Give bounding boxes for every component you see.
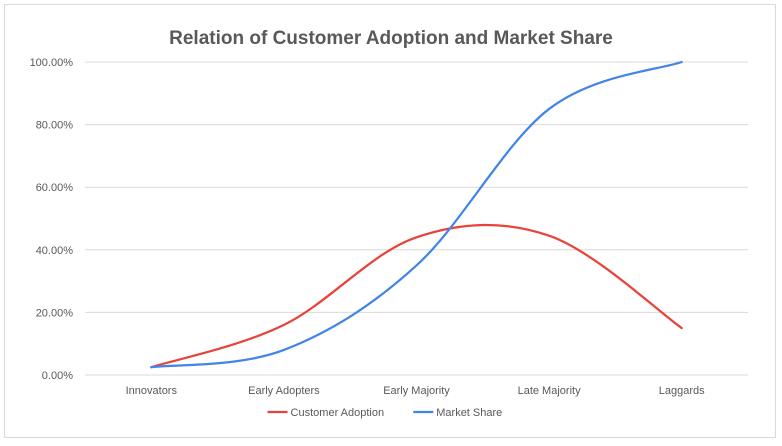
legend: Customer Adoption Market Share (267, 407, 502, 419)
legend-label: Customer Adoption (291, 407, 385, 419)
y-tick-label: 60.00% (36, 182, 74, 194)
series-lines (150, 60, 683, 369)
series-line-market-share (150, 60, 683, 369)
y-tick-label: 100.00% (30, 57, 74, 69)
y-tick-label: 80.00% (36, 120, 74, 132)
y-axis-ticks: 0.00% 20.00% 40.00% 60.00% 80.00% 100.00% (30, 57, 74, 382)
x-tick-label: Laggards (659, 385, 705, 397)
x-tick-label: Early Adopters (248, 385, 320, 397)
chart-frame (4, 4, 776, 438)
y-tick-label: 0.00% (42, 370, 73, 382)
x-tick-label: Late Majority (518, 385, 581, 397)
series-line-customer-adoption (150, 223, 683, 369)
x-tick-label: Innovators (126, 385, 178, 397)
y-tick-label: 20.00% (36, 307, 74, 319)
gridlines (85, 61, 748, 376)
legend-label: Market Share (436, 407, 502, 419)
chart-title: Relation of Customer Adoption and Market… (169, 28, 613, 49)
y-tick-label: 40.00% (36, 245, 74, 257)
x-axis-ticks: Innovators Early Adopters Early Majority La… (126, 385, 706, 397)
x-tick-label: Early Majority (383, 385, 450, 397)
